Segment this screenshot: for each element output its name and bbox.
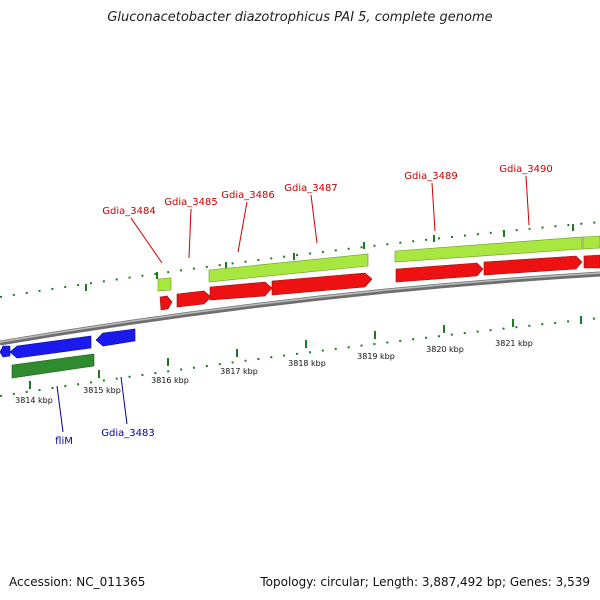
forward-cds-arrow[interactable] <box>583 254 600 269</box>
genome-axis <box>0 271 600 346</box>
forward-cds-arrow[interactable] <box>209 281 273 301</box>
forward-cds-arrow[interactable] <box>176 290 212 308</box>
forward-major-ticks <box>85 224 574 291</box>
scale-tick-label: 3820 kbp <box>426 345 464 354</box>
gene-label[interactable]: Gdia_3483 <box>101 428 154 439</box>
forward-labels: Gdia_3484 Gdia_3485 Gdia_3486 Gdia_3487 … <box>102 164 552 217</box>
gene-label[interactable]: fliM <box>55 436 73 447</box>
forward-callouts <box>130 175 530 264</box>
map-title: Gluconacetobacter diazotrophicus PAI 5, … <box>107 10 493 25</box>
gene-label[interactable]: Gdia_3489 <box>404 171 457 182</box>
forward-cds-arrow[interactable] <box>159 295 173 311</box>
gene-label[interactable]: Gdia_3485 <box>164 197 217 208</box>
accession-label: Accession: NC_011365 <box>9 575 146 589</box>
gene-label[interactable]: Gdia_3484 <box>102 206 155 217</box>
reverse-cds-arrow[interactable] <box>9 335 92 359</box>
reverse-cds-arrow[interactable] <box>95 328 136 347</box>
genome-summary: Topology: circular; Length: 3,887,492 bp… <box>260 575 590 589</box>
gene-label[interactable]: Gdia_3490 <box>499 164 552 175</box>
scale-labels: 3814 kbp 3815 kbp 3816 kbp 3817 kbp 3818… <box>15 339 533 405</box>
reverse-cds <box>0 328 136 359</box>
forward-gene[interactable] <box>394 236 583 263</box>
scale-tick-label: 3815 kbp <box>83 386 121 395</box>
reverse-cds-arrow[interactable] <box>0 345 11 358</box>
forward-gene[interactable] <box>157 277 172 292</box>
reverse-gene[interactable] <box>11 353 95 379</box>
scale-tick-label: 3817 kbp <box>220 367 258 376</box>
forward-gene[interactable] <box>582 235 600 250</box>
genome-axis-highlight <box>0 272 600 343</box>
forward-genes <box>157 235 600 292</box>
gene-label[interactable]: Gdia_3486 <box>221 190 274 201</box>
forward-cds-arrow[interactable] <box>395 262 484 283</box>
scale-tick-label: 3821 kbp <box>495 339 533 348</box>
reverse-labels: fliM Gdia_3483 <box>55 428 155 447</box>
forward-cds-arrow[interactable] <box>271 272 373 296</box>
scale-tick-label: 3814 kbp <box>15 396 53 405</box>
reverse-genes <box>11 353 95 379</box>
gene-label[interactable]: Gdia_3487 <box>284 183 337 194</box>
reverse-callouts <box>56 376 128 433</box>
reverse-inner-track <box>0 317 600 397</box>
forward-cds-arrow[interactable] <box>483 255 583 276</box>
scale-tick-label: 3818 kbp <box>288 359 326 368</box>
reverse-major-ticks <box>29 316 582 389</box>
scale-tick-label: 3819 kbp <box>357 352 395 361</box>
forward-outer-track <box>0 221 600 298</box>
scale-tick-label: 3816 kbp <box>151 376 189 385</box>
forward-cds <box>159 254 600 311</box>
forward-gene[interactable] <box>208 253 369 283</box>
